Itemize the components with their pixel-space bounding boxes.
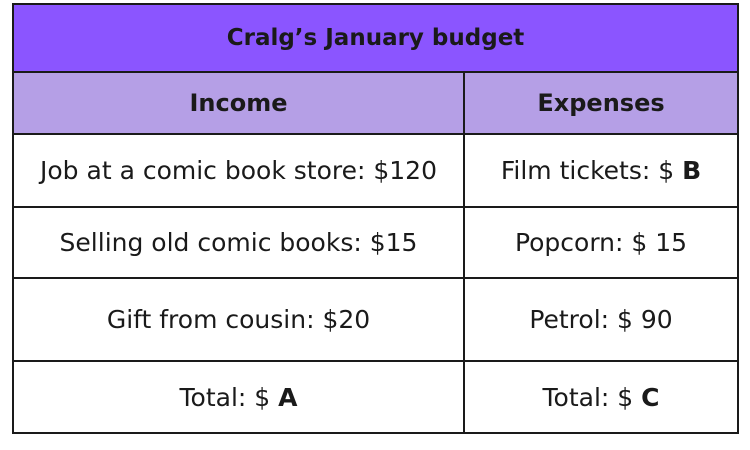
expenses-total-text: Total: $ <box>542 382 642 412</box>
expenses-total-variable: C <box>641 382 660 412</box>
income-text: Job at a comic book store: $120 <box>40 156 437 185</box>
expenses-cell: Petrol: $ 90 <box>462 277 740 362</box>
expenses-text: Petrol: $ 90 <box>529 305 673 334</box>
expenses-header: Expenses <box>462 71 740 135</box>
income-header: Income <box>12 71 465 135</box>
expenses-text: Popcorn: $ 15 <box>514 228 688 257</box>
income-cell: Job at a comic book store: $120 <box>12 133 465 208</box>
expenses-cell: Film tickets: $ B <box>462 133 740 208</box>
title-row: Cralg’s January budget <box>11 3 740 73</box>
table-row: Gift from cousin: $20 Petrol: $ 90 <box>12 277 740 362</box>
expenses-variable: B <box>682 156 702 185</box>
income-text: Selling old comic books: $15 <box>59 228 418 257</box>
table-row: Selling old comic books: $15 Popcorn: $ … <box>12 206 740 279</box>
income-total-cell: Total: $ A <box>12 360 465 434</box>
income-cell: Gift from cousin: $20 <box>12 277 465 362</box>
expenses-total-cell: Total: $ C <box>462 360 740 434</box>
header-row: Income Expenses <box>12 71 740 135</box>
table-title: Cralg’s January budget <box>11 3 740 73</box>
income-total-text: Total: $ <box>179 382 279 412</box>
expenses-text: Film tickets: $ <box>500 156 683 185</box>
budget-table: Cralg’s January budget Income Expenses J… <box>11 3 740 434</box>
income-text: Gift from cousin: $20 <box>106 305 371 334</box>
table-row: Total: $ A Total: $ C <box>12 360 740 434</box>
income-cell: Selling old comic books: $15 <box>12 206 465 279</box>
income-total-variable: A <box>278 382 298 412</box>
table-row: Job at a comic book store: $120 Film tic… <box>12 133 740 208</box>
expenses-cell: Popcorn: $ 15 <box>462 206 740 279</box>
